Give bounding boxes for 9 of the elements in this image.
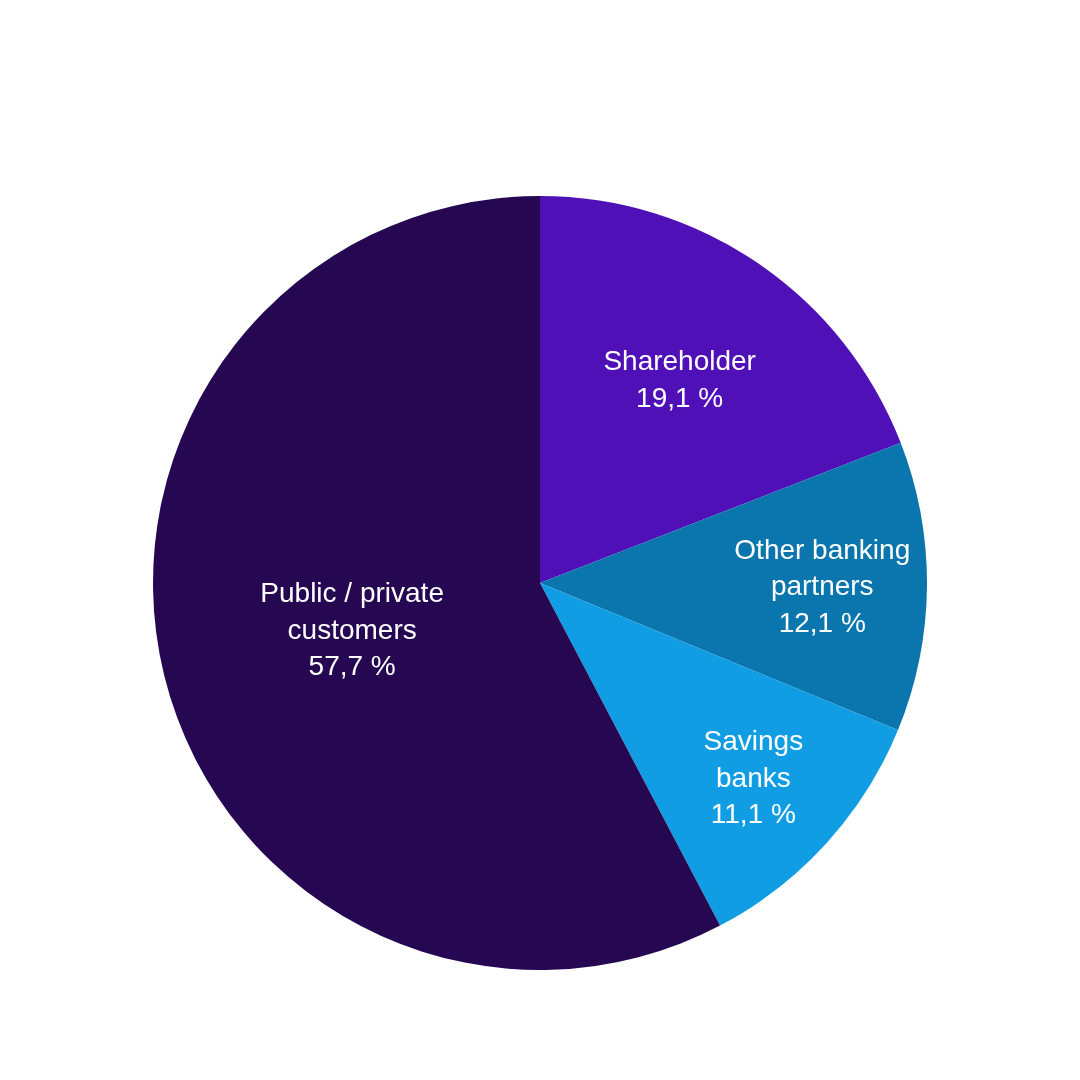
data-label: 19,1 % xyxy=(636,381,724,413)
slice-label: Other banking partners xyxy=(734,533,911,602)
slice-label: Savings banks xyxy=(703,725,804,793)
slice-label: Shareholder xyxy=(603,345,756,377)
data-label: 57,7 % xyxy=(308,650,396,682)
pie-slice xyxy=(540,442,927,730)
data-label: 11,1 % xyxy=(710,798,796,830)
data-label: 12,1 % xyxy=(778,606,866,638)
slice-label: Public / private customers xyxy=(260,577,444,645)
